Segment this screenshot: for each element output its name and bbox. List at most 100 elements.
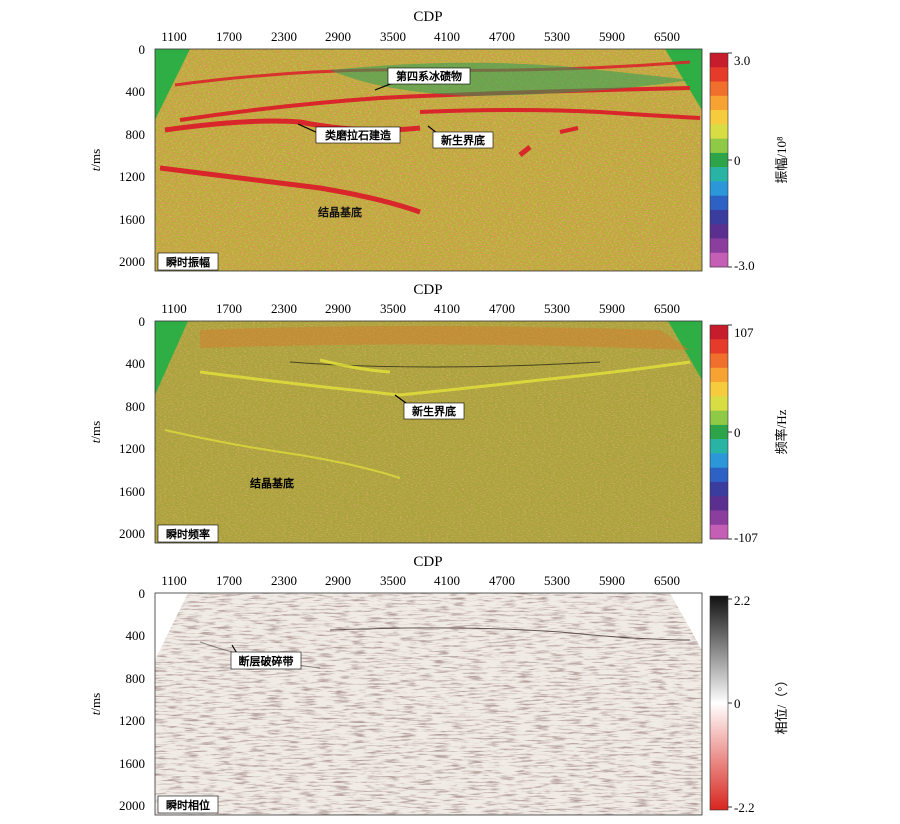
x-tick: 6500 (654, 29, 680, 44)
annotation-label: 新生界底 (412, 404, 456, 418)
colorbar-mid: 0 (734, 425, 741, 440)
colorbar-swatch (710, 481, 728, 497)
colorbar-swatch (710, 410, 728, 426)
x-tick: 5300 (544, 301, 570, 316)
phase-section-image (155, 593, 702, 815)
y-tick: 0 (139, 314, 146, 329)
cdp-axis-title: CDP (413, 282, 442, 298)
x-tick: 5900 (599, 301, 625, 316)
colorbar-swatch (710, 325, 728, 340)
colorbar-swatch (710, 138, 728, 154)
colorbar-min: -3.0 (734, 258, 755, 273)
colorbar-swatch (710, 467, 728, 483)
y-tick: 2000 (119, 798, 145, 813)
cdp-axis-title: CDP (413, 554, 442, 570)
y-tick: 1200 (119, 441, 145, 456)
y-tick: 1200 (119, 169, 145, 184)
y-tick-labels: 0 400 800 1200 1600 2000 (119, 586, 145, 813)
colorbar-min: -107 (734, 530, 758, 545)
colorbar-swatch (710, 124, 728, 139)
corner-label: 瞬时振幅 (166, 255, 210, 269)
colorbar-swatch (710, 53, 728, 68)
y-tick: 800 (126, 399, 146, 414)
annotations: 新生界底 结晶基底 (249, 394, 465, 490)
colorbar-mid: 0 (734, 696, 741, 711)
y-tick: 1200 (119, 713, 145, 728)
colorbar-swatch (710, 181, 728, 196)
x-tick: 1100 (161, 573, 187, 588)
y-tick: 400 (126, 356, 146, 371)
colorbar-swatch (710, 382, 728, 397)
colorbar-phase (709, 595, 729, 811)
x-tick: 6500 (654, 573, 680, 588)
colorbar-max: 2.2 (734, 593, 750, 608)
y-tick: 1600 (119, 756, 145, 771)
colorbar-frequency (709, 324, 732, 540)
y-tick: 2000 (119, 254, 145, 269)
x-tick: 2900 (325, 301, 351, 316)
colorbar-swatch (710, 424, 728, 440)
y-tick: 0 (139, 586, 146, 601)
colorbar-min: -2.2 (734, 800, 755, 815)
cdp-axis-title: CDP (413, 9, 442, 25)
y-tick: 400 (126, 84, 146, 99)
amplitude-section-image (155, 49, 702, 271)
colorbar-swatch (710, 524, 728, 540)
x-tick: 1100 (161, 29, 187, 44)
x-tick: 3500 (380, 301, 406, 316)
x-tick: 1700 (216, 301, 242, 316)
colorbar-ticks: 2.2 0 -2.2 (728, 593, 755, 815)
colorbar-swatch (710, 339, 728, 354)
colorbar-swatch (710, 496, 728, 511)
x-tick: 2300 (271, 29, 297, 44)
x-tick: 3500 (380, 573, 406, 588)
colorbar-swatch (710, 95, 728, 111)
y-tick: 0 (139, 42, 146, 57)
x-tick: 4700 (489, 301, 515, 316)
colorbar-swatch (710, 152, 728, 168)
x-tick: 4100 (434, 29, 460, 44)
colorbar-title: 频率/Hz (774, 409, 789, 454)
colorbar-swatch (710, 238, 728, 254)
x-tick: 2900 (325, 29, 351, 44)
colorbar-swatch (710, 453, 728, 468)
colorbar-title: 相位/（°） (774, 674, 789, 735)
x-tick: 2900 (325, 573, 351, 588)
colorbar-swatch (710, 439, 728, 454)
colorbar-max: 3.0 (734, 53, 750, 68)
corner-label: 瞬时相位 (166, 798, 210, 812)
colorbar-swatch (710, 367, 728, 383)
x-tick: 4700 (489, 573, 515, 588)
x-tick: 3500 (380, 29, 406, 44)
annotations: 第四系冰碛物 类磨拉石建造 新生界底 结晶基底 (297, 67, 494, 219)
x-tick: 5900 (599, 573, 625, 588)
annotations: 断层破碎带 (230, 644, 302, 670)
x-tick: 1100 (161, 301, 187, 316)
colorbar-amplitude (709, 52, 732, 268)
x-tick: 5300 (544, 573, 570, 588)
panel-phase: CDP 1100 1700 2300 2900 3500 4100 4700 5… (88, 554, 789, 816)
x-tick: 4100 (434, 573, 460, 588)
x-tick-labels: 1100 1700 2300 2900 3500 4100 4700 5300 … (161, 29, 680, 44)
x-tick-labels: 1100 1700 2300 2900 3500 4100 4700 5300 … (161, 573, 680, 588)
x-tick: 2300 (271, 301, 297, 316)
annotation-label: 断层破碎带 (239, 654, 294, 668)
colorbar-swatch (710, 224, 728, 239)
panel-frequency: CDP 1100 1700 2300 2900 3500 4100 4700 5… (88, 282, 789, 545)
panel-amplitude: CDP 1100 1700 2300 2900 3500 4100 4700 5… (88, 9, 789, 273)
x-tick: 4100 (434, 301, 460, 316)
colorbar-title: 振幅/10⁸ (774, 136, 789, 184)
colorbar-mid: 0 (734, 153, 741, 168)
colorbar-swatch (710, 396, 728, 411)
annotation-label: 类磨拉石建造 (325, 128, 392, 142)
x-tick: 5900 (599, 29, 625, 44)
x-tick: 4700 (489, 29, 515, 44)
y-axis-title: t/ms (88, 421, 103, 443)
y-tick: 800 (126, 671, 146, 686)
y-tick: 800 (126, 127, 146, 142)
annotation-label: 新生界底 (441, 133, 485, 147)
x-tick: 6500 (654, 301, 680, 316)
colorbar-swatch (710, 195, 728, 211)
annotation-label: 结晶基底 (249, 476, 294, 490)
